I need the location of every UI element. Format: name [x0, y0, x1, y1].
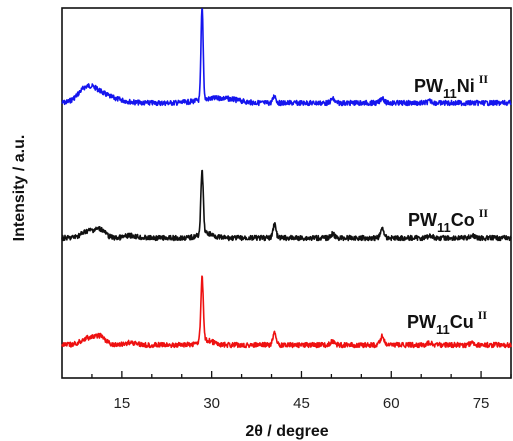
series-labels: PW11Ni II PW11Co II PW11Cu II	[407, 72, 488, 337]
series-label-2: PW11Co II	[408, 206, 488, 235]
x-tick-label: 75	[473, 395, 490, 412]
x-tick-label: 15	[114, 395, 131, 412]
x-tick-label: 45	[293, 395, 310, 412]
series-label-1: PW11Ni II	[414, 72, 488, 101]
series-label-3: PW11Cu II	[407, 308, 487, 337]
x-axis-ticks: 15 30 45 60 75	[91, 371, 512, 412]
x-axis-title: 2θ / degree	[245, 423, 328, 440]
series-line-1	[61, 8, 512, 107]
series-line-3	[61, 275, 512, 349]
y-axis-title: Intensity / a.u.	[11, 135, 28, 242]
x-tick-label: 30	[203, 395, 220, 412]
series-line-2	[61, 169, 512, 242]
x-tick-label: 60	[383, 395, 400, 412]
plot-frame	[61, 7, 512, 379]
series-layer	[61, 8, 512, 349]
